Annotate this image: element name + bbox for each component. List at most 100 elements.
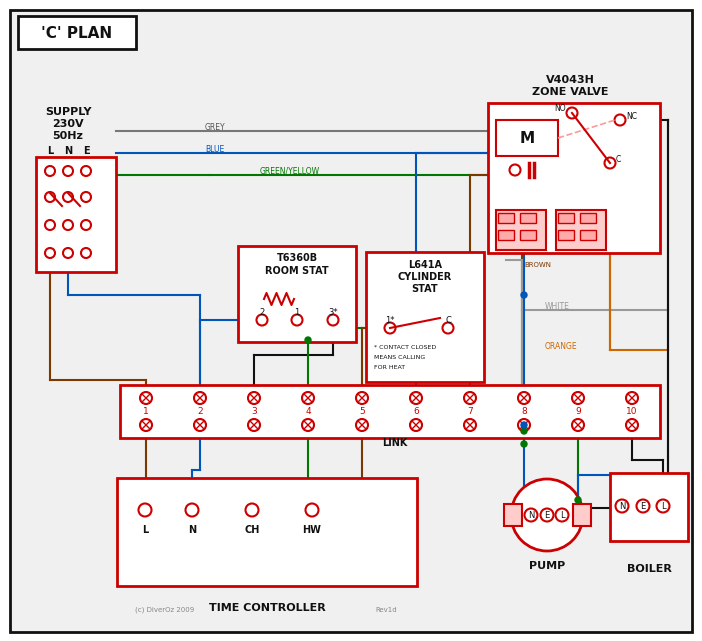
Circle shape (140, 392, 152, 404)
Circle shape (656, 499, 670, 513)
Bar (558, 230, 574, 240)
Text: BOILER: BOILER (627, 564, 671, 574)
Circle shape (356, 419, 368, 431)
Circle shape (63, 192, 73, 202)
Bar (580, 213, 596, 223)
Bar (366, 252, 484, 382)
Circle shape (410, 392, 422, 404)
Circle shape (81, 192, 91, 202)
Text: (c) DiverOz 2009: (c) DiverOz 2009 (135, 607, 194, 613)
Circle shape (140, 419, 152, 431)
Bar (573, 504, 591, 526)
Circle shape (385, 322, 395, 333)
Circle shape (194, 419, 206, 431)
Circle shape (572, 419, 584, 431)
Circle shape (626, 419, 638, 431)
Bar (117, 478, 417, 586)
Circle shape (328, 315, 338, 326)
Text: 2: 2 (259, 308, 265, 317)
Text: N: N (528, 510, 534, 519)
Text: E: E (544, 510, 550, 519)
Text: T6360B: T6360B (277, 253, 317, 263)
Text: WHITE: WHITE (545, 301, 570, 310)
Text: L: L (47, 146, 53, 156)
Circle shape (81, 220, 91, 230)
Circle shape (63, 248, 73, 258)
Text: 1*: 1* (385, 315, 395, 324)
Bar (496, 210, 546, 250)
Text: NC: NC (626, 112, 637, 121)
Circle shape (541, 508, 553, 522)
Text: 6: 6 (413, 407, 419, 416)
Circle shape (626, 392, 638, 404)
Circle shape (356, 392, 368, 404)
Text: 230V: 230V (52, 119, 84, 129)
Text: HW: HW (303, 525, 322, 535)
Circle shape (248, 392, 260, 404)
Text: 3*: 3* (329, 308, 338, 317)
Text: * CONTACT CLOSED: * CONTACT CLOSED (374, 344, 436, 349)
Bar (520, 230, 536, 240)
Text: 50Hz: 50Hz (53, 131, 84, 141)
Circle shape (616, 499, 628, 513)
Circle shape (567, 108, 578, 119)
Circle shape (63, 166, 73, 176)
Circle shape (45, 220, 55, 230)
Text: GREEN/YELLOW: GREEN/YELLOW (260, 167, 320, 176)
Text: BROWN: BROWN (524, 262, 551, 268)
Circle shape (248, 419, 260, 431)
Text: SUPPLY: SUPPLY (45, 107, 91, 117)
Text: C: C (445, 315, 451, 324)
Text: V4043H: V4043H (545, 75, 595, 85)
Circle shape (518, 392, 530, 404)
Circle shape (302, 419, 314, 431)
Text: PUMP: PUMP (529, 561, 565, 571)
Text: STAT: STAT (411, 284, 438, 294)
Text: CYLINDER: CYLINDER (398, 272, 452, 282)
Circle shape (510, 165, 520, 176)
Circle shape (45, 166, 55, 176)
Circle shape (464, 419, 476, 431)
Text: NO: NO (555, 103, 566, 113)
Text: Rev1d: Rev1d (375, 607, 397, 613)
Bar (496, 120, 558, 156)
Text: LINK: LINK (383, 438, 408, 448)
Text: 4: 4 (305, 407, 311, 416)
Bar (610, 473, 688, 541)
Circle shape (194, 392, 206, 404)
Circle shape (524, 508, 538, 522)
Text: 8: 8 (521, 407, 527, 416)
Circle shape (521, 428, 527, 434)
Text: N: N (64, 146, 72, 156)
Text: 9: 9 (575, 407, 581, 416)
Text: CH: CH (244, 525, 260, 535)
Circle shape (518, 419, 530, 431)
Bar (580, 230, 596, 240)
Circle shape (291, 315, 303, 326)
Text: ZONE VALVE: ZONE VALVE (531, 87, 608, 97)
Text: M: M (519, 131, 534, 146)
Circle shape (637, 499, 649, 513)
Bar (558, 213, 574, 223)
Text: C: C (616, 154, 621, 163)
Bar (520, 213, 536, 223)
Circle shape (305, 503, 319, 517)
Bar (238, 246, 356, 342)
Circle shape (521, 422, 527, 428)
Circle shape (572, 392, 584, 404)
Circle shape (410, 419, 422, 431)
Circle shape (521, 292, 527, 298)
Circle shape (555, 508, 569, 522)
Circle shape (246, 503, 258, 517)
Circle shape (138, 503, 152, 517)
Circle shape (302, 392, 314, 404)
Text: 1: 1 (143, 407, 149, 416)
Circle shape (614, 115, 625, 126)
Circle shape (81, 248, 91, 258)
Circle shape (511, 479, 583, 551)
Circle shape (604, 158, 616, 169)
Bar (18, 16, 136, 49)
Text: BLUE: BLUE (205, 144, 224, 153)
Text: 10: 10 (626, 407, 637, 416)
Bar (120, 385, 660, 438)
